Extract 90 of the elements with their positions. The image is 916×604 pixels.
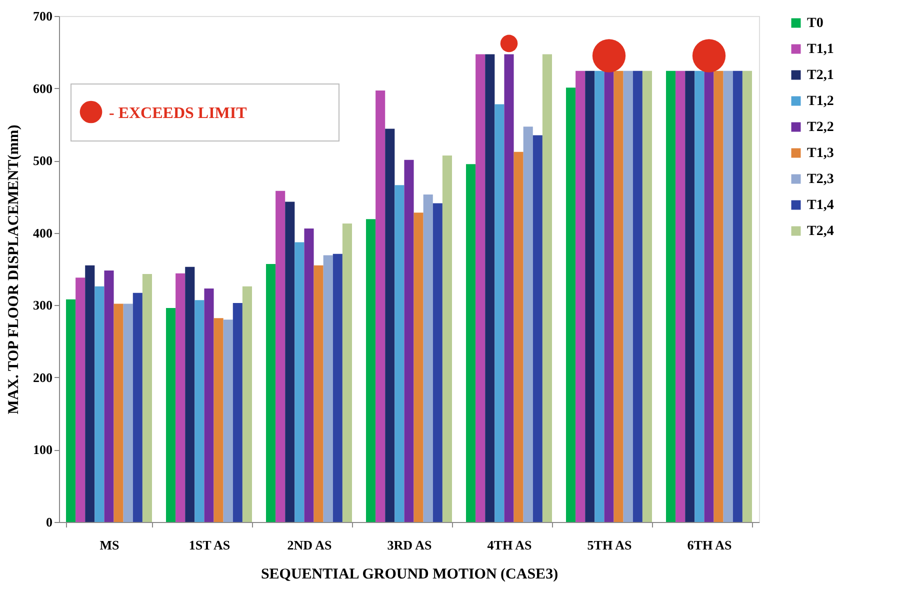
y-tick-label: 200 <box>33 370 52 385</box>
y-tick-label: 700 <box>33 8 52 24</box>
x-tick-label: 3RD AS <box>387 538 432 552</box>
bar <box>232 302 242 522</box>
bar <box>142 274 152 522</box>
legend-label: T2,3 <box>807 172 834 187</box>
bar <box>285 202 295 522</box>
bar <box>404 160 414 522</box>
bar <box>94 286 104 522</box>
x-tick-label: 5TH AS <box>587 538 632 552</box>
bar <box>585 70 595 522</box>
bar <box>66 299 76 522</box>
bar <box>566 88 576 522</box>
bar <box>176 273 186 522</box>
bar <box>166 308 176 522</box>
bar <box>714 70 724 522</box>
x-tick-label: 1ST AS <box>188 538 230 552</box>
legend-label: T1,2 <box>807 94 834 109</box>
bar <box>266 264 276 522</box>
bar <box>104 270 114 522</box>
legend-label: T0 <box>807 16 824 31</box>
legend-label: T2,1 <box>807 68 834 83</box>
legend-label: T2,4 <box>807 224 834 239</box>
x-tick-label: 6TH AS <box>687 538 732 552</box>
bar <box>532 135 542 522</box>
x-tick-label: 2ND AS <box>287 538 332 552</box>
bar <box>385 128 395 522</box>
bar <box>132 292 142 522</box>
bar <box>742 70 752 522</box>
bar <box>242 286 252 522</box>
legend-label: T1,3 <box>807 146 834 161</box>
bar <box>223 320 233 522</box>
bar <box>394 185 404 522</box>
bar <box>604 70 614 522</box>
y-tick-label: 500 <box>33 153 52 168</box>
bar <box>632 70 642 522</box>
bar <box>666 70 676 522</box>
bar <box>732 70 742 522</box>
x-tick-label: 4TH AS <box>487 538 532 552</box>
bar <box>342 223 352 522</box>
bar <box>466 164 476 522</box>
bar <box>304 228 314 522</box>
bar <box>194 300 204 522</box>
bar <box>504 54 514 522</box>
bar <box>314 265 324 522</box>
bar <box>276 190 286 522</box>
y-tick-label: 600 <box>33 80 52 96</box>
bar <box>685 70 695 522</box>
bar <box>623 70 633 522</box>
bar <box>376 90 386 522</box>
bar <box>414 212 424 522</box>
bar <box>204 288 214 522</box>
bar <box>514 152 524 522</box>
y-tick-label: 300 <box>33 298 52 313</box>
y-tick-label: 0 <box>46 514 52 530</box>
bar <box>476 54 486 522</box>
bar <box>185 266 195 522</box>
bar <box>123 304 133 522</box>
bar <box>114 304 124 522</box>
bar <box>723 70 733 522</box>
bar <box>642 70 652 522</box>
bar <box>294 242 304 522</box>
legend-label: T1,4 <box>807 198 834 213</box>
bar <box>485 54 495 522</box>
bar <box>542 54 552 522</box>
x-tick-label: MS <box>100 538 120 552</box>
bar <box>432 203 442 522</box>
legend-label: T2,2 <box>807 120 834 135</box>
y-tick-label: 100 <box>33 442 52 458</box>
bar <box>523 126 533 522</box>
bar <box>494 104 504 522</box>
bar <box>676 70 686 522</box>
bar <box>442 156 452 522</box>
bar <box>594 70 604 522</box>
bar <box>704 70 714 522</box>
legend-label: - EXCEEDS LIMIT <box>109 105 248 122</box>
bar <box>323 255 333 522</box>
bar <box>366 219 376 522</box>
bar <box>214 318 224 522</box>
bar <box>423 194 433 522</box>
bar <box>694 70 704 522</box>
bar <box>576 70 586 522</box>
bar <box>76 278 86 522</box>
y-tick-label: 400 <box>33 225 52 240</box>
bar <box>85 265 95 522</box>
legend-label: T1,1 <box>807 42 834 57</box>
x-axis-title: SEQUENTIAL GROUND MOTION (CASE3) <box>260 566 558 582</box>
bar <box>614 70 624 522</box>
y-axis-title: MAX. TOP FLOOR DISPLACEMENT(mm) <box>6 124 22 414</box>
bar <box>332 254 342 522</box>
